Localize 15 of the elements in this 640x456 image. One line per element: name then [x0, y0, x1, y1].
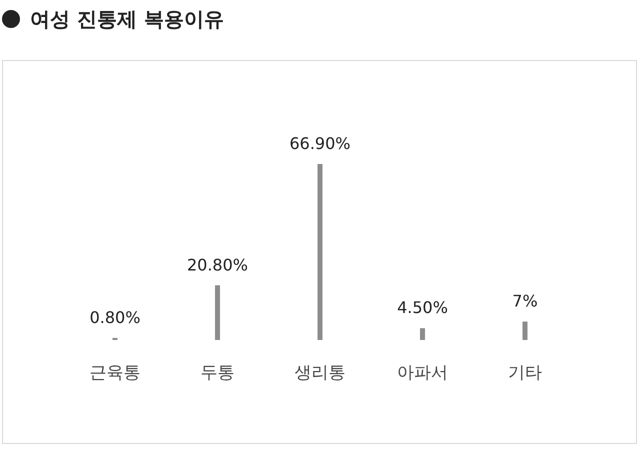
bar [522, 322, 528, 340]
bar [215, 285, 220, 340]
x-tick-label: 생리통 [294, 363, 346, 383]
x-tick-label: 기타 [508, 363, 542, 383]
x-tick-label: 두통 [200, 363, 234, 383]
data-label: 7% [512, 292, 538, 311]
x-tick-label: 아파서 [397, 363, 448, 383]
data-label: 4.50% [397, 298, 448, 318]
x-tick-label: 근육통 [90, 363, 140, 383]
bar [420, 328, 425, 340]
bar [318, 164, 322, 340]
data-label: 66.90% [289, 134, 351, 153]
data-label: 0.80% [90, 308, 140, 327]
data-label: 20.80% [186, 255, 248, 274]
chart-title: 여성 진통제 복용이유 [30, 7, 224, 31]
